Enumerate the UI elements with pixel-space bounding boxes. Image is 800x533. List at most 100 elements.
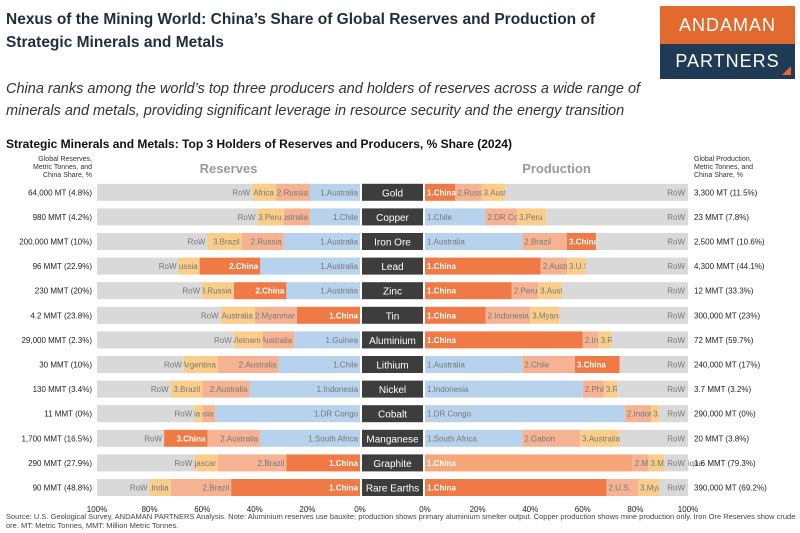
production-bar-segment [425,356,523,373]
reserves-total: 980 MMT (4.2%) [33,213,93,222]
reserves-total: 30 MMT (10%) [39,361,92,370]
production-bar-segment [522,429,581,447]
production-segment-label: 3.Peru [519,213,543,222]
reserve-segment-label: 1.DR Congo [314,410,359,419]
logo-bottom-text: PARTNERS [660,44,795,79]
production-bar-segment [425,306,486,324]
production-total: 4,300 MMT (44.1%) [694,262,765,271]
production-segment-label: 1.China [427,287,456,296]
reserves-total: 64,000 MT (4.8%) [28,188,92,197]
reserves-total: 96 MMT (22.9%) [33,262,93,271]
production-bar-segment [561,282,688,300]
mineral-label: Tin [386,311,400,322]
production-header: Production [522,161,591,176]
reserve-bar-segment [241,233,284,250]
reserves-total: 90 MMT (48.8%) [33,484,93,493]
reserve-segment-label: 3.Argentina [175,361,216,370]
production-segment-label: 2.India [585,336,610,345]
mineral-label: Lead [381,262,403,273]
reserve-bar-segment [183,356,218,373]
production-bar-segment [582,380,604,398]
reserve-bar-segment [286,454,360,472]
production-segment-label: 2.Peru [514,287,538,296]
reserves-total: 1,700 MMT (16.5%) [21,434,92,443]
production-axis-label: China Share, % [694,172,743,179]
reserve-bar-segment [254,306,297,324]
reserve-segment-label: RoW [144,434,162,443]
reserve-segment-label: 2.Russia [251,238,283,247]
reserves-header: Reserves [200,161,258,176]
production-bar-segment [505,183,688,201]
reserve-segment-label: 1.Guinea [326,336,359,345]
mineral-tile [362,306,423,324]
reserve-bar-segment [97,331,234,349]
reserve-segment-label: 3.China [177,434,206,443]
production-segment-label: RoW [667,336,685,345]
production-bar-segment [603,380,617,398]
reserve-bar-segment [194,454,218,472]
reserve-segment-label: 2.Russia [277,188,309,197]
reserve-bar-segment [233,331,263,349]
reserve-bar-segment [286,282,360,300]
reserve-segment-label: 1.China [329,311,358,320]
production-segment-label: 3.China [577,361,606,370]
production-segment-label: RoW [667,385,685,394]
production-segment-label: 1.Australia [427,238,465,247]
reserve-bar-segment [97,356,184,373]
reserve-bar-segment [178,257,200,275]
x-tick-label: 20% [299,505,315,514]
reserve-bar-segment [260,429,360,447]
reserve-segment-label: 2.Australia [239,361,277,370]
reserve-bar-segment [283,208,311,226]
x-tick-label: 40% [522,505,538,514]
reserve-bar-segment [275,183,311,201]
reserve-bar-segment [278,356,360,373]
reserve-bar-segment [97,208,258,226]
mineral-tile [362,233,423,250]
mineral-label: Aluminium [369,336,416,347]
production-total: 1.6 MMT (79.3%) [694,459,756,468]
production-bar-segment [485,208,518,226]
reserve-bar-segment [296,306,360,324]
reserves-total: 230 MMT (20%) [35,287,93,296]
production-bar-segment [595,233,688,250]
reserve-bar-segment [252,183,276,201]
production-axis-label: Global Production, [694,156,752,163]
reserve-bar-segment [97,233,208,250]
production-segment-label: 2.Australia [543,262,581,271]
mineral-tile [362,380,423,398]
reserve-bar-segment [149,479,171,496]
production-bar-segment [425,257,541,275]
production-bar-segment [619,356,688,373]
reserve-segment-label: 2.Brazil [258,459,285,468]
reserve-bar-segment [283,233,360,250]
production-bar-segment [638,479,660,496]
production-bar-segment [624,405,652,423]
reserve-segment-label: 2.Australia [210,385,248,394]
production-bar-segment [664,454,688,472]
production-bar-segment [481,183,506,201]
page-title: Nexus of the Mining World: China’s Share… [6,11,596,51]
production-bar-segment [582,331,599,349]
production-bar-segment [538,282,562,300]
page-subtitle: China ranks among the world’s top three … [6,81,641,119]
reserve-bar-segment [97,405,195,423]
production-total: 290,000 MT (0%) [694,410,756,419]
reserve-bar-segment [207,233,242,250]
reserve-segment-label: 3.Russia [166,262,198,271]
production-segment-label: 3.Australia [484,188,522,197]
reserve-bar-segment [194,405,203,423]
reserve-bar-segment [97,429,165,447]
production-bar-segment [425,331,583,349]
mineral-tile [362,405,423,423]
production-bar-segment [651,405,660,423]
reserves-total: 29,000 MMT (2.3%) [21,336,92,345]
reserve-segment-label: 2.Brazil [202,484,229,493]
mineral-tile [362,183,423,201]
mineral-tile [362,454,423,472]
reserves-total: 4.2 MMT (23.8%) [30,311,92,320]
production-bar-segment [455,183,482,201]
production-segment-label: 3.China [569,238,598,247]
mineral-tile [362,479,423,496]
mineral-tile [362,331,423,349]
